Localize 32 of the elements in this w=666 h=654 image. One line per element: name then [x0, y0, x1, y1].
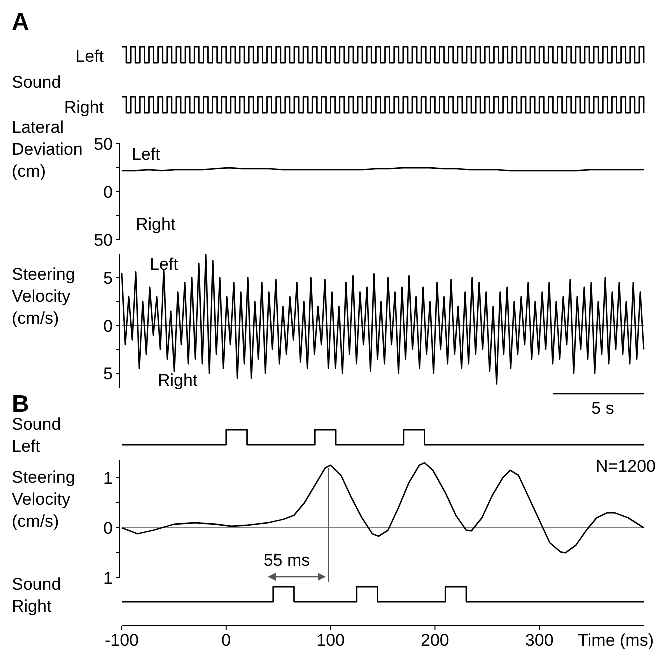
x-tick-label: 200: [421, 631, 450, 650]
annotation: Left: [150, 255, 179, 274]
y-axis-title: Steering Velocity (cm/s): [12, 468, 76, 531]
annotation: Left: [132, 145, 161, 164]
x-tick-label: 300: [525, 631, 554, 650]
x-tick-label: 0: [222, 631, 232, 650]
y-tick-label: 50: [94, 231, 113, 250]
annotation: N=1200: [596, 457, 656, 476]
annotation: Right: [158, 371, 198, 390]
y-tick-label: 5: [104, 268, 113, 288]
y-tick-label: 50: [94, 135, 113, 154]
x-tick-label: -100: [104, 631, 140, 650]
chart-title: A: [12, 9, 30, 36]
y-axis-title: Sound Left: [12, 415, 62, 456]
text: 5 s: [592, 399, 614, 418]
y-tick-label: 0: [104, 183, 113, 202]
y-tick-label: 1: [104, 569, 113, 588]
y-tick-label: 1: [104, 469, 113, 488]
y-axis-title: Sound Right: [12, 575, 62, 616]
y-axis-title: Right: [64, 98, 104, 117]
y-tick-label: 0: [104, 316, 113, 336]
chart-title: B: [12, 391, 30, 418]
x-axis-title: Time (ms): [578, 631, 654, 650]
y-tick-label: 0: [104, 519, 113, 538]
annotation: 55 ms: [264, 551, 310, 570]
y-axis-title: Left: [76, 47, 104, 66]
y-axis-title: Lateral Deviation (cm): [12, 118, 83, 181]
annotation: Right: [136, 215, 176, 234]
y-tick-label: 5: [104, 364, 113, 384]
text: Sound: [12, 73, 62, 92]
x-tick-label: 100: [316, 631, 345, 650]
y-axis-title: Steering Velocity (cm/s): [12, 265, 76, 328]
